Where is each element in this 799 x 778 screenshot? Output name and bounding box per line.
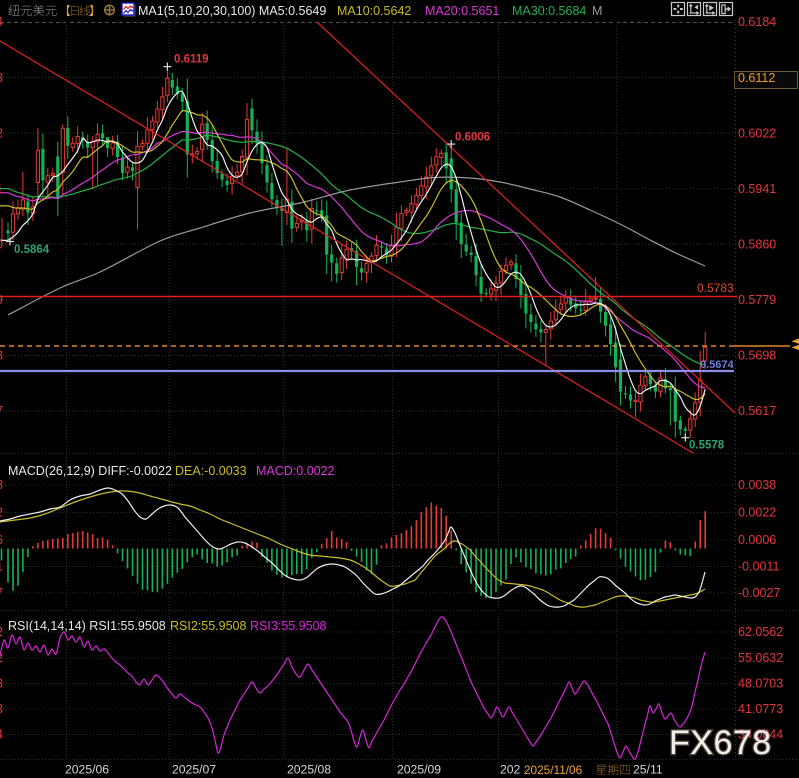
svg-text:0.5698: 0.5698 — [738, 349, 776, 363]
svg-text:MA20:0.5651: MA20:0.5651 — [425, 4, 499, 18]
svg-text:MACD(26,12,9) DIFF:-0.0022: MACD(26,12,9) DIFF:-0.0022 — [8, 464, 172, 478]
svg-text:2: 2 — [0, 625, 3, 639]
svg-text:4: 4 — [0, 15, 3, 29]
svg-text:1: 1 — [0, 182, 3, 196]
svg-text:RSI2:55.9508: RSI2:55.9508 — [170, 619, 246, 633]
svg-text:48.0703: 48.0703 — [738, 677, 783, 691]
svg-text:3: 3 — [0, 677, 3, 691]
svg-text:MA30:0.5684: MA30:0.5684 — [512, 4, 586, 18]
svg-text:2025/11/06: 2025/11/06 — [524, 763, 583, 777]
svg-text:0.5860: 0.5860 — [738, 238, 776, 252]
svg-text:0.5783: 0.5783 — [697, 281, 734, 295]
svg-text:0.0006: 0.0006 — [738, 533, 776, 547]
svg-text:0.6112: 0.6112 — [738, 71, 775, 85]
svg-text:62.0562: 62.0562 — [738, 625, 783, 639]
svg-text:0.6022: 0.6022 — [738, 126, 776, 140]
svg-text:4: 4 — [0, 728, 3, 742]
svg-text:25/11: 25/11 — [633, 763, 663, 777]
svg-text:0.5617: 0.5617 — [738, 404, 776, 418]
svg-text:8: 8 — [0, 349, 3, 363]
svg-text:2: 2 — [0, 651, 3, 665]
svg-text:34.0844: 34.0844 — [738, 728, 783, 742]
svg-text:1: 1 — [0, 560, 3, 574]
svg-text:7: 7 — [0, 404, 3, 418]
svg-text:0.6006: 0.6006 — [455, 132, 490, 144]
svg-text:0.6119: 0.6119 — [174, 54, 209, 66]
svg-text:2: 2 — [0, 506, 3, 520]
svg-text:M: M — [592, 4, 602, 18]
svg-text:2025/07: 2025/07 — [172, 763, 216, 777]
svg-text:3: 3 — [0, 702, 3, 716]
svg-text:2025/09: 2025/09 — [397, 763, 441, 777]
svg-text:0.5578: 0.5578 — [689, 440, 725, 452]
svg-text:MACD:0.0022: MACD:0.0022 — [256, 464, 335, 478]
svg-text:-0.0027: -0.0027 — [738, 586, 780, 600]
svg-text:0.6184: 0.6184 — [738, 15, 776, 29]
svg-text:MA10:0.5642: MA10:0.5642 — [337, 4, 411, 18]
svg-text:0.5779: 0.5779 — [738, 293, 776, 307]
svg-text:0: 0 — [0, 238, 3, 252]
svg-text:2025/06: 2025/06 — [65, 763, 109, 777]
svg-text:0.0038: 0.0038 — [738, 478, 776, 492]
svg-text:41.0773: 41.0773 — [738, 702, 783, 716]
svg-text:0.5674: 0.5674 — [700, 359, 735, 371]
svg-text:FX678: FX678 — [669, 724, 772, 762]
svg-text:RSI3:55.9508: RSI3:55.9508 — [250, 619, 326, 633]
svg-text:55.0632: 55.0632 — [738, 651, 783, 665]
svg-text:8: 8 — [0, 478, 3, 492]
svg-text:FX678: FX678 — [669, 724, 772, 762]
svg-text:6: 6 — [0, 533, 3, 547]
svg-text:2025/08: 2025/08 — [287, 763, 331, 777]
svg-text:0.5941: 0.5941 — [738, 182, 776, 196]
svg-text:9: 9 — [0, 293, 3, 307]
svg-text:0.0022: 0.0022 — [738, 506, 776, 520]
svg-text:-0.0011: -0.0011 — [738, 560, 780, 574]
svg-text:RSI(14,14,14) RSI1:55.9508: RSI(14,14,14) RSI1:55.9508 — [8, 619, 166, 633]
svg-text:2: 2 — [0, 126, 3, 140]
svg-text:7: 7 — [0, 586, 3, 600]
svg-text:MA1(5,10,20,30,100) MA5:0.564: MA1(5,10,20,30,100) MA5:0.5649 — [138, 4, 326, 18]
svg-text:DEA:-0.0033: DEA:-0.0033 — [175, 464, 247, 478]
svg-text:3: 3 — [0, 71, 3, 85]
svg-text:0.5864: 0.5864 — [14, 244, 50, 256]
